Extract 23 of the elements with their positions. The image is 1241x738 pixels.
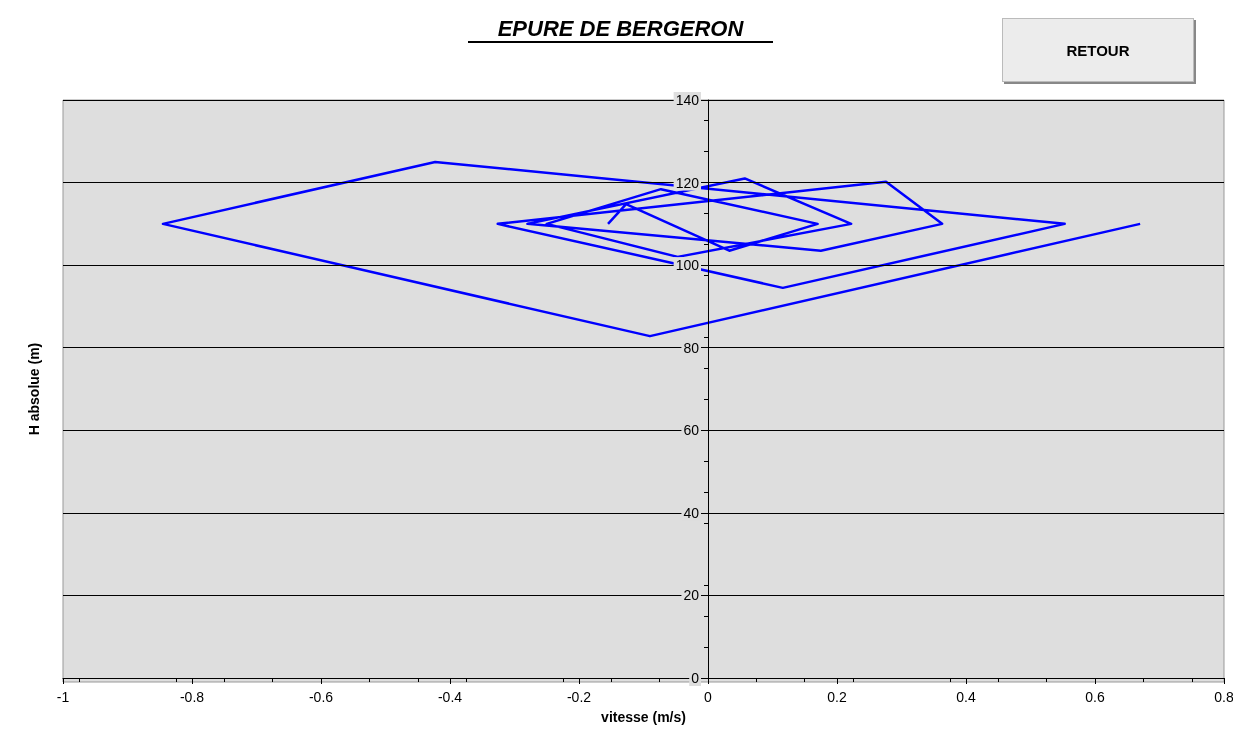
y-tick-label: 40 xyxy=(683,504,700,521)
x-tick-label: -0.8 xyxy=(179,689,205,705)
y-tick-label: 100 xyxy=(675,257,700,274)
y-tick-label: 60 xyxy=(683,422,700,439)
y-axis-title: H absolue (m) xyxy=(26,342,42,436)
x-tick-label: 0.4 xyxy=(956,689,976,705)
text: RETOUR xyxy=(1002,18,1194,82)
y-tick-label: 0 xyxy=(691,670,700,686)
y-tick-label: 120 xyxy=(675,174,700,191)
y-tick-label: 140 xyxy=(675,92,700,108)
x-tick-label: 0 xyxy=(704,689,713,705)
x-tick-label: 0.8 xyxy=(1214,689,1234,705)
y-tick-label: 20 xyxy=(683,587,700,604)
x-axis-title: vitesse (m/s) xyxy=(601,709,686,725)
x-tick-label: -0.4 xyxy=(437,689,463,705)
line-series xyxy=(161,160,1142,338)
y-tick-label: 80 xyxy=(683,339,700,356)
chart-title: EPURE DE BERGERON xyxy=(497,15,745,41)
x-tick-label: 0.6 xyxy=(1085,689,1105,705)
x-tick-label: -1 xyxy=(56,689,70,705)
x-tick-label: 0.2 xyxy=(827,689,847,705)
x-tick-label: -0.6 xyxy=(308,689,334,705)
x-tick-label: -0.2 xyxy=(566,689,592,705)
